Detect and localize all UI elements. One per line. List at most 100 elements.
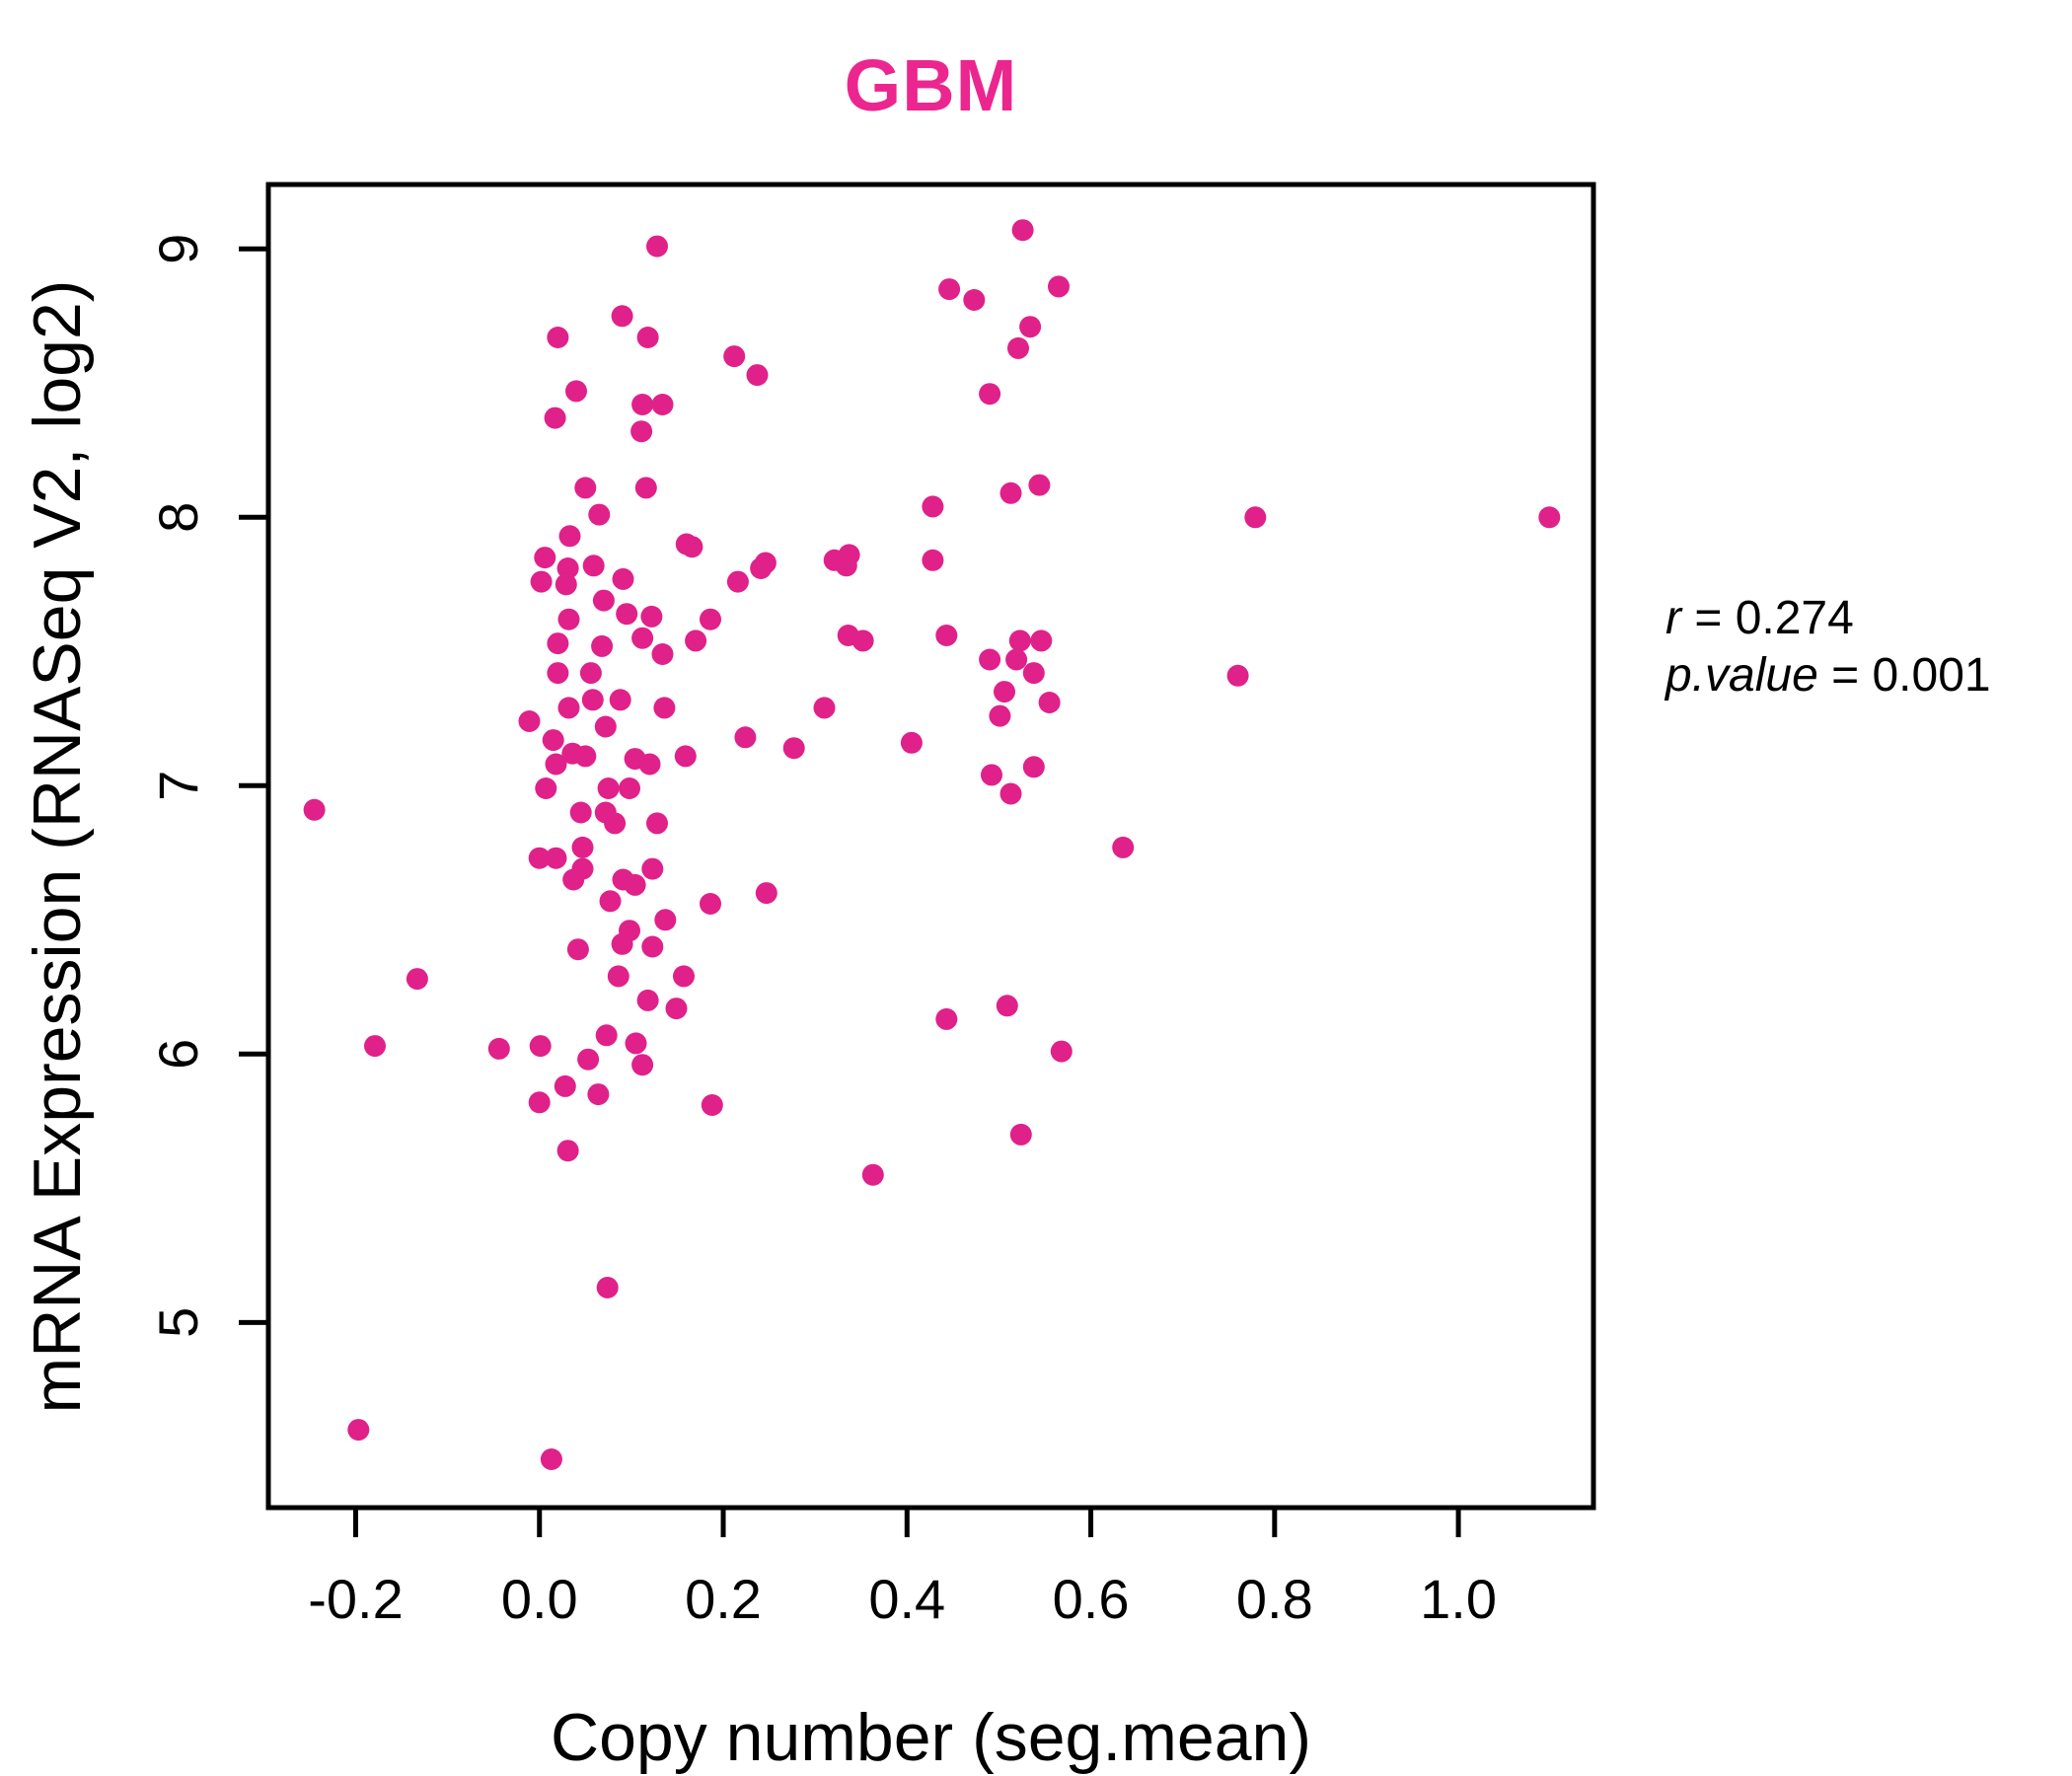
data-point — [673, 965, 695, 988]
x-tick-label: -0.2 — [308, 1568, 404, 1630]
correlation-annotation: r = 0.274 p.value = 0.001 — [1665, 590, 1991, 704]
data-point — [545, 753, 567, 776]
data-point — [364, 1035, 386, 1058]
data-point — [675, 533, 698, 555]
data-point — [1009, 1123, 1032, 1146]
data-point — [1038, 692, 1061, 713]
data-point — [922, 495, 944, 518]
pvalue-symbol: p.value — [1665, 649, 1818, 702]
data-point — [651, 394, 674, 415]
data-point — [528, 847, 551, 869]
data-point — [1007, 336, 1029, 359]
data-point — [607, 965, 629, 988]
data-point — [636, 989, 659, 1011]
data-point — [545, 847, 567, 869]
data-point — [577, 1048, 600, 1071]
data-point — [631, 1054, 654, 1076]
data-point — [547, 632, 569, 655]
data-point — [592, 589, 615, 612]
data-point — [654, 909, 677, 931]
y-tick-label: 9 — [147, 234, 209, 264]
data-point — [726, 570, 749, 593]
data-point — [562, 868, 585, 891]
data-point — [996, 995, 1018, 1017]
data-point — [1022, 756, 1045, 778]
data-point — [588, 503, 611, 526]
data-point — [641, 935, 664, 958]
x-tick-label: 0.2 — [685, 1568, 762, 1630]
data-point — [963, 289, 986, 311]
plot-border — [265, 182, 1596, 1511]
data-point — [813, 697, 836, 719]
x-tick-label: 0.0 — [501, 1568, 578, 1630]
data-point — [634, 477, 657, 499]
data-point — [935, 625, 958, 646]
data-point — [651, 643, 674, 665]
chart-title: GBM — [844, 44, 1018, 126]
data-point — [599, 890, 622, 913]
data-point — [540, 1448, 562, 1470]
data-point — [542, 729, 564, 752]
data-point — [701, 1094, 723, 1116]
data-point — [406, 968, 428, 991]
data-point — [700, 893, 721, 915]
data-point — [1112, 836, 1135, 858]
pvalue-value: = 0.001 — [1817, 649, 1991, 702]
data-point — [611, 305, 633, 328]
data-point — [1008, 629, 1031, 652]
data-point — [1005, 648, 1028, 671]
data-point — [487, 1037, 510, 1060]
data-point — [554, 1074, 576, 1097]
data-point — [723, 345, 746, 368]
x-axis-label: Copy number (seg.mean) — [550, 1700, 1311, 1775]
data-point — [1244, 506, 1267, 529]
data-point — [581, 689, 604, 711]
data-point — [582, 555, 605, 577]
y-tick-label: 7 — [147, 771, 209, 801]
data-point — [851, 629, 874, 652]
data-point — [782, 737, 805, 760]
data-point — [646, 812, 668, 835]
data-point — [557, 697, 580, 719]
x-tick-label: 0.8 — [1236, 1568, 1313, 1630]
y-tick-label: 5 — [147, 1307, 209, 1338]
data-point — [900, 731, 923, 754]
data-point — [755, 882, 777, 905]
data-point — [574, 745, 597, 768]
data-point — [861, 1163, 884, 1186]
data-point — [611, 932, 633, 955]
data-point — [638, 753, 661, 776]
data-point — [922, 549, 944, 571]
data-point — [579, 662, 602, 685]
data-point — [616, 603, 638, 626]
data-point — [1538, 506, 1561, 529]
data-point — [646, 235, 668, 258]
data-point — [1028, 474, 1051, 496]
data-point — [979, 648, 1001, 671]
data-point — [619, 777, 640, 799]
data-point — [631, 394, 654, 415]
data-point — [685, 629, 707, 652]
data-point — [1011, 219, 1034, 242]
data-point — [612, 567, 634, 590]
data-point — [999, 481, 1022, 504]
data-point — [587, 1083, 610, 1106]
data-point — [750, 557, 773, 579]
data-point — [653, 697, 676, 719]
data-point — [994, 681, 1015, 703]
data-point — [528, 1091, 551, 1114]
correlation-p-line: p.value = 0.001 — [1665, 647, 1991, 704]
data-point — [555, 573, 577, 596]
data-point — [596, 1277, 619, 1298]
data-point — [518, 710, 541, 732]
data-point — [935, 1007, 958, 1030]
data-point — [625, 1032, 647, 1055]
data-point — [1030, 629, 1053, 652]
data-point — [1226, 664, 1249, 687]
data-point — [529, 1035, 552, 1058]
data-point — [636, 327, 659, 348]
data-point — [624, 873, 646, 896]
data-point — [979, 383, 1001, 406]
